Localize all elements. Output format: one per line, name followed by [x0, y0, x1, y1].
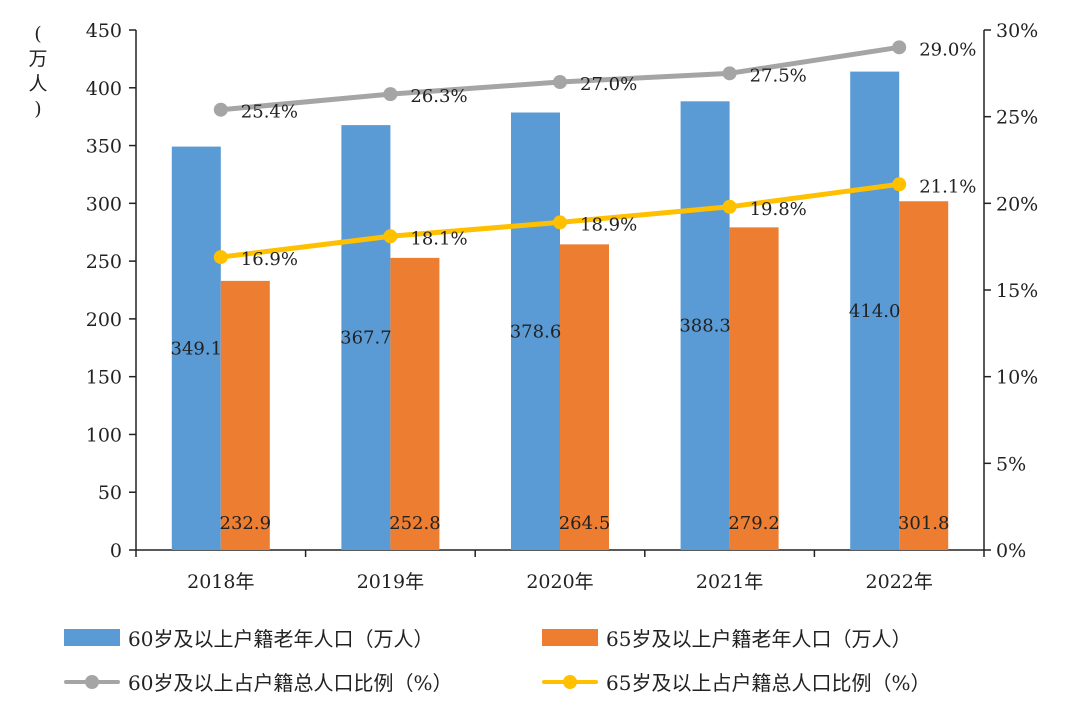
- line-point: [892, 40, 907, 55]
- x-tick-label: 2019年: [357, 571, 424, 593]
- line-point: [383, 229, 398, 244]
- line-data-label: 18.1%: [410, 228, 467, 249]
- line-data-label: 19.8%: [750, 199, 807, 220]
- legend-swatch-60-line: [64, 673, 120, 691]
- lines: [213, 40, 907, 265]
- right-tick-label: 20%: [996, 193, 1038, 215]
- bar-data-label: 264.5: [559, 513, 611, 534]
- line-data-label: 18.9%: [580, 214, 637, 235]
- legend-label-60-line: 60岁及以上占户籍总人口比例（%）: [128, 671, 453, 695]
- bar: [171, 146, 221, 550]
- legend-item-65-bar: 65岁及以上户籍老年人口（万人）: [542, 623, 911, 652]
- legend-swatch-65-line: [542, 673, 598, 691]
- chart: ( 万人) 0 50 100 150 200 250 300 350 400 450 0% 5% 10% 1…: [28, 20, 1039, 593]
- right-tick-label: 30%: [996, 20, 1038, 42]
- line-point: [553, 215, 567, 230]
- bar-data-label: 388.3: [679, 316, 731, 337]
- left-tick-label: 250: [86, 251, 122, 273]
- line-data-label: 27.5%: [750, 65, 807, 86]
- x-tick-label: 2021年: [696, 571, 763, 593]
- bar: [220, 280, 270, 550]
- left-tick-label: 300: [86, 193, 122, 215]
- left-tick-label: 150: [86, 367, 122, 389]
- bar-data-label: 349.1: [171, 338, 223, 359]
- legend-item-65-line: 65岁及以上占户籍总人口比例（%）: [542, 667, 930, 696]
- line-data-label: 16.9%: [241, 249, 298, 270]
- bar: [680, 101, 730, 550]
- bar-data-label: 279.2: [728, 513, 780, 534]
- line-point: [892, 177, 907, 192]
- right-tick-label: 0%: [996, 540, 1026, 562]
- left-tick-label: 350: [86, 136, 122, 158]
- line-data-label: 21.1%: [919, 176, 976, 197]
- x-tick-label: 2018年: [187, 571, 254, 593]
- bar: [341, 125, 391, 550]
- line-point: [722, 66, 737, 81]
- right-tick-label: 5%: [996, 453, 1026, 475]
- left-tick-label: 0: [110, 540, 122, 562]
- line-point: [213, 250, 228, 265]
- left-axis-title-char: 人: [28, 73, 47, 95]
- legend-label-60-bar: 60岁及以上户籍老年人口（万人）: [128, 627, 434, 651]
- line-point: [213, 102, 228, 117]
- legend-swatch-60-bar: [64, 629, 120, 646]
- data-labels: 349.1 367.7 378.6 388.3 414.0 232.9 252.8 264.5…: [171, 39, 977, 534]
- bar-data-label: 232.9: [220, 513, 272, 534]
- bar: [729, 227, 779, 550]
- right-tick-label: 15%: [996, 280, 1038, 302]
- bar-data-label: 378.6: [510, 321, 562, 342]
- legend-item-60-line: 60岁及以上占户籍总人口比例（%）: [64, 667, 452, 696]
- line-data-label: 29.0%: [919, 39, 976, 60]
- left-tick-label: 200: [86, 309, 122, 331]
- bar-data-label: 252.8: [389, 513, 441, 534]
- legend-label-65-line: 65岁及以上占户籍总人口比例（%）: [606, 671, 931, 695]
- left-axis-title: ( 万人): [28, 23, 47, 120]
- legend-item-60-bar: 60岁及以上户籍老年人口（万人）: [64, 623, 433, 652]
- left-axis-title-char: 万: [28, 48, 47, 70]
- bars: [171, 71, 949, 551]
- left-axis-title-char: (: [34, 23, 41, 45]
- x-tick-label: 2020年: [526, 571, 593, 593]
- line-point: [553, 75, 567, 89]
- line-point: [722, 199, 737, 214]
- legend-swatch-65-bar: [542, 629, 598, 646]
- line-data-label: 25.4%: [241, 102, 298, 123]
- legend-label-65-bar: 65岁及以上户籍老年人口（万人）: [606, 627, 912, 651]
- bar-data-label: 301.8: [898, 513, 950, 534]
- bar: [560, 244, 609, 550]
- left-tick-label: 50: [98, 482, 122, 504]
- left-tick-label: 400: [86, 78, 122, 100]
- axes: 0 50 100 150 200 250 300 350 400 450 0% 5% 10% 15% 20%…: [86, 20, 1039, 593]
- bar-data-label: 367.7: [340, 328, 392, 349]
- bar: [390, 257, 440, 550]
- line-data-label: 27.0%: [580, 74, 637, 95]
- line-point: [383, 87, 398, 102]
- left-tick-label: 450: [86, 20, 122, 42]
- right-tick-label: 25%: [996, 107, 1038, 129]
- left-tick-label: 100: [86, 424, 122, 446]
- left-axis-title-char: ): [34, 98, 41, 120]
- bar: [511, 112, 560, 551]
- right-tick-label: 10%: [996, 367, 1038, 389]
- line-data-label: 26.3%: [410, 86, 467, 107]
- bar: [850, 71, 900, 550]
- x-tick-label: 2022年: [866, 571, 933, 593]
- bar-data-label: 414.0: [849, 301, 901, 322]
- bar: [899, 201, 949, 550]
